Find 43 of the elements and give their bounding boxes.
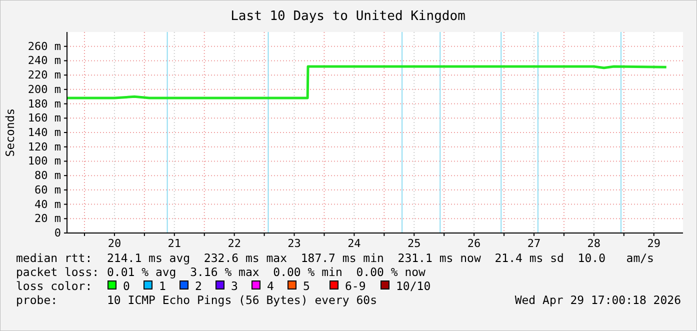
text: 4 (267, 279, 274, 293)
text: probe: (16, 293, 58, 307)
line-series (66, 65, 668, 100)
y-axis-title: Seconds (3, 108, 17, 157)
y-tick-label: 100 m (28, 154, 62, 168)
text: 214.1 ms avg 232.6 ms max 187.7 ms min 231.1 ms now 21.4 ms sd 10.0 am/s (107, 251, 654, 265)
text: 0 (123, 279, 130, 293)
text: 1 (159, 279, 166, 293)
y-tick-label: 0 (54, 226, 61, 240)
text: packet loss: (16, 265, 100, 279)
x-tick-label: 23 (288, 236, 301, 250)
y-tick-label: 40 m (34, 198, 62, 211)
x-tick-label: 24 (348, 236, 362, 250)
y-tick-label: 220 m (28, 68, 62, 82)
text: 0.01 % avg 3.16 % max 0.00 % min 0.00 % now (107, 265, 426, 279)
text: 10/10 (396, 279, 431, 293)
y-tick-label: 180 m (28, 97, 62, 110)
y-tick-label: 20 m (34, 212, 62, 226)
text: 10 ICMP Echo Pings (56 Bytes) every 60s (107, 293, 378, 307)
y-tick-label: 240 m (28, 54, 62, 68)
x-tick-label: 27 (527, 236, 541, 250)
y-tick-label: 80 m (34, 169, 62, 182)
x-tick-label: 20 (108, 236, 122, 250)
x-tick-label: 28 (587, 236, 601, 250)
x-tick-label: 29 (647, 236, 660, 250)
text: 6-9 (345, 279, 366, 293)
x-tick-label: 21 (168, 236, 182, 250)
y-tick-label: 260 m (28, 40, 62, 53)
x-tick-label: 25 (408, 236, 421, 250)
text: 3 (231, 279, 238, 293)
text: Wed Apr 29 17:00:18 2026 (514, 293, 682, 307)
y-tick-label: 120 m (28, 140, 62, 154)
x-tick-label: 22 (228, 236, 241, 250)
y-tick-label: 200 m (28, 82, 62, 96)
y-tick-label: 160 m (28, 112, 62, 125)
y-tick-label: 140 m (28, 126, 62, 140)
x-tick-label: 26 (467, 236, 481, 250)
text: 2 (195, 279, 202, 293)
text: 5 (303, 279, 310, 293)
y-tick-label: 60 m (34, 183, 62, 196)
chart-title: Last 10 Days to United Kingdom (230, 9, 466, 24)
text: median rtt: (16, 251, 92, 265)
text: loss color: (16, 279, 92, 293)
